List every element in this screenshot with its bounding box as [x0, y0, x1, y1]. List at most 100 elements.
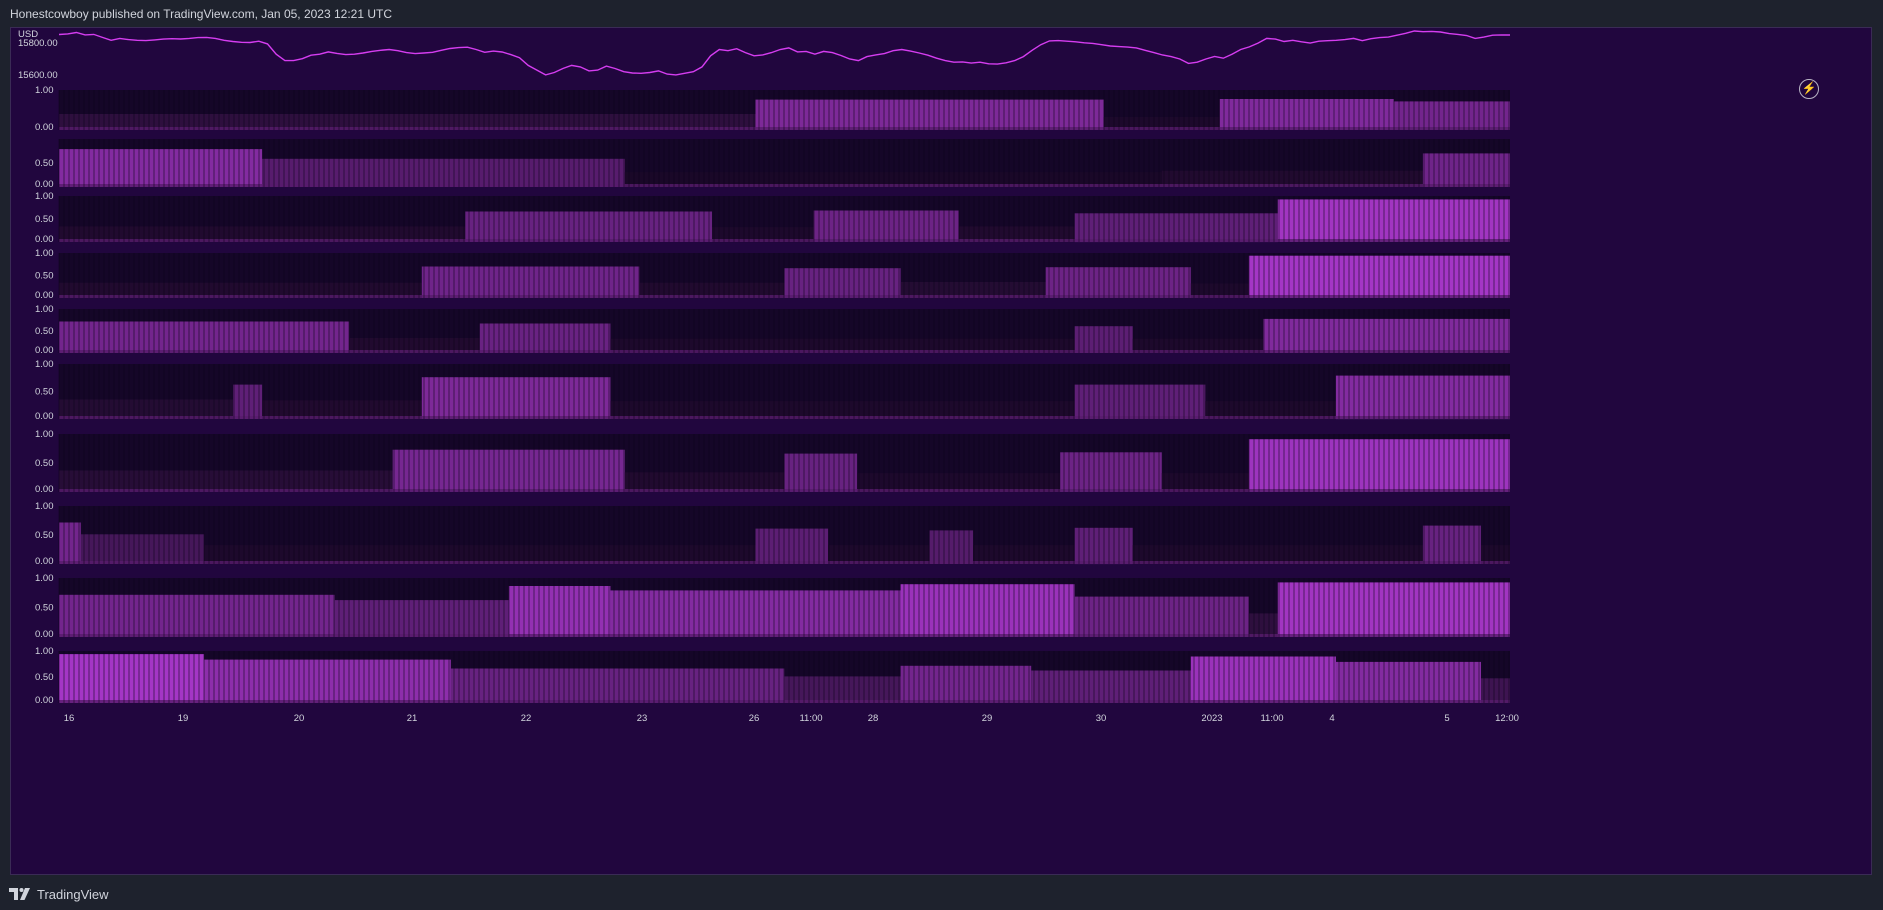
heatmap-segment — [262, 400, 422, 419]
x-axis-tick-label: 29 — [982, 713, 993, 724]
heatmap-segment — [1103, 117, 1220, 130]
pane-tick-label: 0.50 — [35, 271, 54, 282]
pane-tick-label: 1.00 — [35, 191, 54, 202]
pane-tick-label: 1.00 — [35, 359, 54, 370]
heatmap-segment — [1161, 170, 1423, 187]
x-axis-tick-label: 11:00 — [799, 713, 822, 724]
heatmap-segment — [900, 584, 1075, 637]
heatmap-segment — [59, 654, 205, 703]
heatmap-segment — [59, 282, 422, 298]
pane-tick-label: 0.00 — [35, 695, 54, 706]
tradingview-logo-icon — [9, 886, 33, 902]
heatmap-segment — [900, 665, 1032, 703]
heatmap-segment — [712, 227, 814, 243]
heatmap-segment — [59, 522, 81, 564]
x-axis-tick-label: 21 — [407, 713, 418, 724]
pane-tick-label: 1.00 — [35, 501, 54, 512]
pane-tick-label: 0.00 — [35, 411, 54, 422]
footer-brand: TradingView — [37, 886, 109, 902]
pane-tick-label: 0.00 — [35, 290, 54, 301]
heatmap-segment — [1481, 678, 1510, 703]
pane-tick-label: 0.00 — [35, 556, 54, 567]
pane-tick-label: 0.50 — [35, 158, 54, 169]
x-axis-tick-label: 20 — [294, 713, 305, 724]
heatmap-segment — [784, 676, 901, 703]
heatmap-segment — [1074, 596, 1249, 637]
publisher-text: Honestcowboy published on TradingView.co… — [10, 7, 393, 21]
x-axis-tick-label: 30 — [1096, 713, 1107, 724]
heatmap-segment — [1205, 401, 1336, 419]
heatmap-segment — [233, 384, 263, 419]
x-axis-tick-label: 26 — [749, 713, 760, 724]
heatmap-segment — [508, 586, 611, 637]
pane-tick-label: 0.50 — [35, 326, 54, 337]
pane-tick-label: 0.00 — [35, 122, 54, 133]
heatmap-segment — [755, 99, 1104, 130]
heatmap-segment — [929, 530, 974, 564]
pane-tick-label: 1.00 — [35, 646, 54, 657]
pane-tick-label: 0.50 — [35, 214, 54, 225]
pane-tick-label: 0.00 — [35, 629, 54, 640]
heatmap-segment — [59, 149, 263, 187]
publisher-header: Honestcowboy published on TradingView.co… — [0, 0, 1883, 26]
pane-tick-label: 1.00 — [35, 304, 54, 315]
heatmap-segment — [421, 266, 640, 298]
heatmap-segment — [204, 545, 756, 564]
pane-tick-label: 1.00 — [35, 573, 54, 584]
heatmap-segment — [1335, 375, 1510, 420]
heatmap-segment — [334, 600, 509, 637]
x-axis-tick-label: 11:00 — [1260, 713, 1283, 724]
pane-tick-label: 0.00 — [35, 179, 54, 190]
heatmap-segment — [784, 268, 901, 298]
x-axis-tick-label: 22 — [521, 713, 532, 724]
pane-tick-label: 0.00 — [35, 484, 54, 495]
price-axis-unit: USD — [18, 29, 38, 40]
price-tick-label: 15600.00 — [18, 70, 58, 81]
tradingview-footer[interactable]: TradingView — [9, 884, 109, 904]
heatmap-segment — [1060, 452, 1162, 492]
heatmap-segment — [1045, 267, 1191, 298]
price-series-line — [58, 30, 1511, 76]
x-axis-tick-label: 2023 — [1201, 713, 1222, 724]
pane-tick-label: 0.00 — [35, 234, 54, 245]
heatmap-segment — [958, 226, 1075, 242]
heatmap-segment — [1190, 656, 1336, 703]
heatmap-segment — [421, 377, 611, 419]
price-tick-label: 15800.00 — [18, 38, 58, 49]
heatmap-segment — [1248, 613, 1278, 637]
pane-tick-label: 0.50 — [35, 672, 54, 683]
heatmap-segment — [1481, 545, 1510, 564]
heatmap-segment — [624, 472, 785, 492]
pane-tick-label: 0.50 — [35, 387, 54, 398]
pane-tick-label: 1.00 — [35, 85, 54, 96]
heatmap-segment — [784, 453, 858, 492]
pane-tick-label: 0.00 — [35, 345, 54, 356]
x-axis-tick-label: 5 — [1444, 713, 1449, 724]
chart-area[interactable]: USD 15800.00 15600.00 1.00 0.00 0.50 0.00 1.00 0… — [10, 27, 1872, 875]
heatmap-segment — [813, 210, 959, 242]
heatmap-segment — [1422, 153, 1510, 187]
heatmap-segment — [1422, 525, 1481, 564]
pane-tick-label: 0.50 — [35, 530, 54, 541]
heatmap-segment — [204, 659, 451, 703]
x-axis-tick-label: 4 — [1329, 713, 1334, 724]
heatmap-segment — [59, 114, 756, 130]
pane-tick-label: 1.00 — [35, 429, 54, 440]
pane-tick-label: 0.50 — [35, 458, 54, 469]
heatmap-segment — [1074, 213, 1278, 243]
x-axis-tick-label: 16 — [64, 713, 75, 724]
heatmap-segment — [1263, 318, 1510, 353]
x-axis-tick-label: 12:00 — [1495, 713, 1519, 724]
heatmap-segment — [755, 528, 829, 564]
pane-tick-label: 0.50 — [35, 603, 54, 614]
heatmap-segment — [1335, 661, 1481, 703]
heatmap-segment — [1219, 99, 1394, 130]
chart-svg[interactable]: USD15800.0015600.001.000.000.500.001.000… — [11, 28, 1871, 874]
lightning-icon[interactable]: ⚡ — [1799, 79, 1819, 99]
heatmap-segment — [59, 594, 335, 637]
heatmap-segment — [1031, 670, 1191, 703]
x-axis-tick-label: 19 — [178, 713, 189, 724]
heatmap-segment — [1393, 101, 1510, 130]
heatmap-segment — [639, 282, 785, 298]
heatmap-segment — [59, 399, 234, 419]
